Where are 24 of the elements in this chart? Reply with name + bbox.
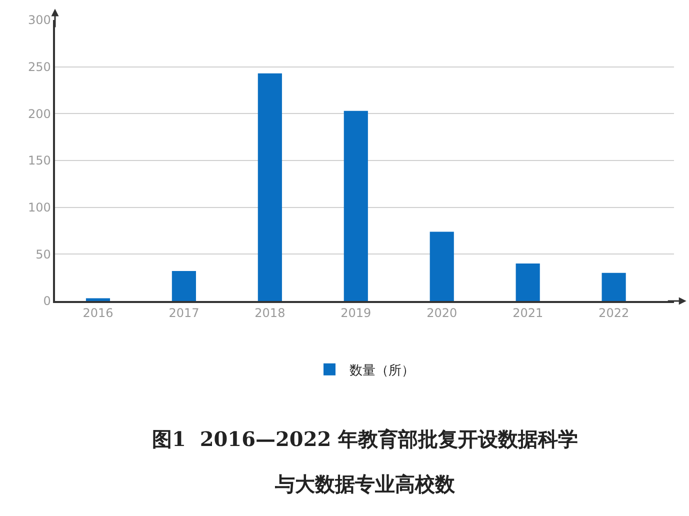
text: 与大数据专业高校数	[274, 472, 456, 496]
bar	[516, 264, 540, 301]
bar	[344, 110, 368, 301]
caption: 图1 2016—2022 年教育部批复开设数据科学	[152, 427, 578, 451]
y-tick-label: 150	[28, 154, 51, 168]
bar	[172, 271, 196, 301]
y-tick-label: 300	[28, 13, 51, 28]
x-tick-label: 2020	[426, 306, 458, 320]
x-tick-label: 2022	[598, 306, 630, 320]
y-tick-label: 50	[36, 247, 51, 262]
x-tick-label: 2018	[254, 306, 286, 320]
legend-label: 数量（所）	[350, 363, 414, 378]
bar	[86, 298, 110, 301]
y-tick-label: 100	[28, 200, 51, 215]
x-tick-label: 2021	[512, 306, 544, 320]
y-tick-label: 250	[28, 60, 51, 74]
x-tick-label: 2017	[168, 306, 200, 320]
y-tick-label: 0	[43, 294, 51, 308]
y-tick-label: 200	[28, 106, 51, 121]
bar	[430, 232, 454, 301]
x-tick-label: 2019	[340, 306, 372, 320]
bar	[602, 272, 626, 301]
bar	[258, 73, 282, 301]
x-tick-label: 2016	[82, 306, 114, 320]
